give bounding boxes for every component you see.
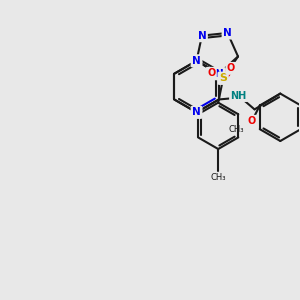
Text: CH₃: CH₃ xyxy=(228,125,244,134)
Text: N: N xyxy=(192,107,201,117)
Text: NH: NH xyxy=(231,91,247,100)
Text: O: O xyxy=(227,63,235,74)
Text: N: N xyxy=(215,69,224,79)
Text: S: S xyxy=(219,73,227,83)
Text: O: O xyxy=(248,116,256,126)
Text: N: N xyxy=(223,28,232,38)
Text: CH₃: CH₃ xyxy=(211,173,226,182)
Text: O: O xyxy=(207,68,215,78)
Text: N: N xyxy=(197,31,206,40)
Text: N: N xyxy=(192,56,201,66)
